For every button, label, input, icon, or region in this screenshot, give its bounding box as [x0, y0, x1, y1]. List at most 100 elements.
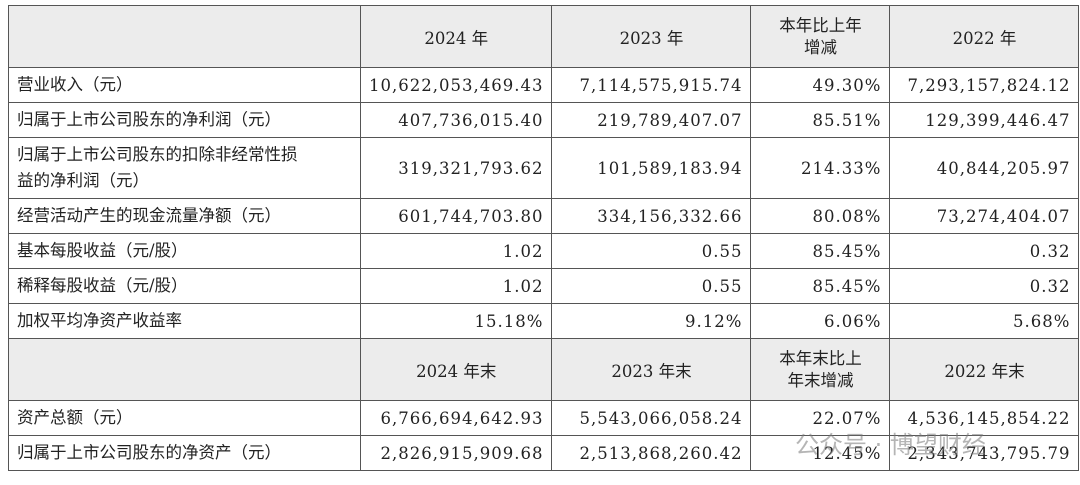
label-text: 归属于上市公司股东的净资产（元） — [17, 443, 281, 462]
value-text: 407,736,015.40 — [398, 110, 544, 130]
value-text: 0.32 — [1029, 276, 1071, 296]
data-row: 归属于上市公司股东的净利润（元） 407,736,015.40 219,789,40… — [8, 102, 1080, 138]
value-cell: 214.33% — [750, 137, 891, 199]
value-cell: 85.45% — [750, 268, 891, 304]
value-cell: 0.55 — [551, 233, 752, 269]
header-row: 2024 年末 2023 年末 本年末比上年末增减 2022 年末 — [8, 338, 1080, 401]
value-cell: 407,736,015.40 — [359, 102, 553, 138]
value-text: 2,826,915,909.68 — [380, 443, 544, 463]
data-row: 基本每股收益（元/股） 1.02 0.55 85.45% 0.32 — [8, 233, 1080, 269]
value-cell: 2,513,868,260.42 — [551, 435, 752, 471]
header-text: 2022 年 — [952, 28, 1017, 48]
data-row: 归属于上市公司股东的扣除非经常性损益的净利润（元） 319,321,793.62 1… — [8, 137, 1080, 199]
value-text: 5.68% — [1013, 311, 1071, 331]
row-label: 稀释每股收益（元/股） — [8, 268, 361, 304]
label-text: 稀释每股收益（元/股） — [17, 276, 188, 295]
row-label: 基本每股收益（元/股） — [8, 233, 361, 269]
value-cell: 40,844,205.97 — [889, 137, 1080, 199]
watermark: 公众号 · 博望财经 — [795, 431, 986, 459]
header-text: 2023 年末 — [611, 361, 692, 381]
header-cell — [8, 338, 361, 401]
value-cell: 2,826,915,909.68 — [359, 435, 553, 471]
value-text: 319,321,793.62 — [398, 158, 544, 178]
value-text: 49.30% — [812, 75, 882, 95]
label-text: 资产总额（元） — [17, 408, 133, 427]
value-cell: 5,543,066,058.24 — [551, 400, 752, 436]
value-text: 85.45% — [812, 241, 882, 261]
header-text: 本年末比上年末增减 — [779, 348, 862, 390]
value-text: 7,293,157,824.12 — [907, 75, 1071, 95]
value-text: 6,766,694,642.93 — [380, 408, 544, 428]
value-cell: 0.32 — [889, 233, 1080, 269]
header-cell: 2024 年末 — [359, 338, 553, 401]
value-text: 7,114,575,915.74 — [579, 75, 743, 95]
value-text: 1.02 — [502, 241, 544, 261]
table-body: 2024 年 2023 年 本年比上年增减 2022 年营业收入（元） 10,622,0… — [8, 5, 1080, 471]
value-cell: 1.02 — [359, 268, 553, 304]
header-text: 2023 年 — [619, 28, 684, 48]
header-cell — [8, 5, 361, 68]
value-cell: 7,114,575,915.74 — [551, 67, 752, 103]
label-text: 经营活动产生的现金流量净额（元） — [17, 206, 281, 225]
value-text: 214.33% — [801, 158, 882, 178]
value-text: 9.12% — [685, 311, 743, 331]
value-cell: 5.68% — [889, 303, 1080, 339]
value-text: 12.45% — [812, 443, 882, 463]
value-text: 0.32 — [1029, 241, 1071, 261]
value-cell: 85.51% — [750, 102, 891, 138]
value-text: 40,844,205.97 — [936, 158, 1071, 178]
value-cell: 219,789,407.07 — [551, 102, 752, 138]
header-cell: 本年比上年增减 — [750, 5, 891, 68]
value-cell: 22.07% — [750, 400, 891, 436]
value-text: 129,399,446.47 — [925, 110, 1071, 130]
value-text: 334,156,332.66 — [597, 206, 743, 226]
value-cell: 334,156,332.66 — [551, 198, 752, 234]
value-cell: 0.55 — [551, 268, 752, 304]
value-text: 22.07% — [812, 408, 882, 428]
header-text: 2024 年末 — [416, 361, 497, 381]
header-text: 本年比上年增减 — [779, 15, 862, 57]
header-cell: 2023 年末 — [551, 338, 752, 401]
row-label: 归属于上市公司股东的净资产（元） — [8, 435, 361, 471]
row-label: 加权平均净资产收益率 — [8, 303, 361, 339]
value-text: 85.51% — [812, 110, 882, 130]
label-text: 归属于上市公司股东的扣除非经常性损益的净利润（元） — [17, 145, 298, 190]
value-text: 2,513,868,260.42 — [579, 443, 743, 463]
value-text: 4,536,145,854.22 — [907, 408, 1071, 428]
value-text: 101,589,183.94 — [597, 158, 743, 178]
value-cell: 10,622,053,469.43 — [359, 67, 553, 103]
data-row: 经营活动产生的现金流量净额（元） 601,744,703.80 334,156,33… — [8, 198, 1080, 234]
value-cell: 6,766,694,642.93 — [359, 400, 553, 436]
label-text: 加权平均净资产收益率 — [17, 311, 182, 330]
value-text: 5,543,066,058.24 — [579, 408, 743, 428]
value-text: 10,622,053,469.43 — [369, 75, 544, 95]
value-cell: 80.08% — [750, 198, 891, 234]
value-cell: 0.32 — [889, 268, 1080, 304]
value-text: 219,789,407.07 — [597, 110, 743, 130]
row-label: 归属于上市公司股东的扣除非经常性损益的净利润（元） — [8, 137, 361, 199]
row-label: 归属于上市公司股东的净利润（元） — [8, 102, 361, 138]
row-label: 营业收入（元） — [8, 67, 361, 103]
label-text: 基本每股收益（元/股） — [17, 241, 188, 260]
header-cell: 2024 年 — [359, 5, 553, 68]
value-text: 0.55 — [701, 276, 743, 296]
value-text: 1.02 — [502, 276, 544, 296]
value-cell: 15.18% — [359, 303, 553, 339]
value-cell: 319,321,793.62 — [359, 137, 553, 199]
value-cell: 12.45% — [750, 435, 891, 471]
header-row: 2024 年 2023 年 本年比上年增减 2022 年 — [8, 5, 1080, 68]
table-wrap: 2024 年 2023 年 本年比上年增减 2022 年营业收入（元） 10,622,0… — [8, 5, 1080, 471]
data-row: 资产总额（元） 6,766,694,642.93 5,543,066,058.24 2… — [8, 400, 1080, 436]
header-cell: 本年末比上年末增减 — [750, 338, 891, 401]
value-cell: 601,744,703.80 — [359, 198, 553, 234]
value-cell: 7,293,157,824.12 — [889, 67, 1080, 103]
data-row: 加权平均净资产收益率 15.18% 9.12% 6.06% 5.68% — [8, 303, 1080, 339]
financial-table: 2024 年 2023 年 本年比上年增减 2022 年营业收入（元） 10,622,0… — [8, 5, 1080, 471]
data-row: 归属于上市公司股东的净资产（元） 2,826,915,909.68 2,513,86… — [8, 435, 1080, 471]
header-text: 2022 年末 — [944, 361, 1025, 381]
value-cell: 4,536,145,854.22 — [889, 400, 1080, 436]
value-cell: 1.02 — [359, 233, 553, 269]
value-cell: 9.12% — [551, 303, 752, 339]
value-text: 6.06% — [824, 311, 882, 331]
